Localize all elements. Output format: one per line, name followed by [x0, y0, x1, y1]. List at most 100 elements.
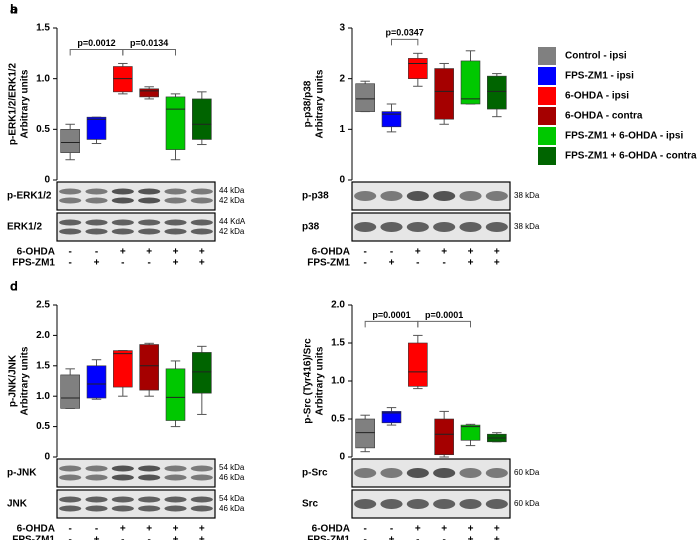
y-tick-label: 2.5 [36, 300, 50, 311]
condition-sign: + [120, 247, 126, 258]
blot-band [138, 465, 161, 472]
blot-band [138, 197, 161, 204]
blot-band [190, 188, 213, 195]
box [86, 116, 107, 140]
blot-band [433, 468, 456, 478]
significance-bracket [417, 320, 471, 328]
condition-sign: - [363, 258, 366, 269]
y-axis-label: Arbitrary units [315, 346, 326, 415]
blot-band [164, 496, 187, 503]
significance-bracket [391, 38, 419, 46]
y-tick-label: 0 [339, 452, 345, 463]
blot-band [138, 496, 161, 503]
blot-band [459, 499, 482, 509]
box [381, 411, 402, 424]
blot-band [190, 496, 213, 503]
condition-sign: + [146, 524, 152, 535]
legend-swatch [538, 107, 556, 125]
condition-sign: + [199, 247, 205, 258]
kda-label: 54 kDa [219, 494, 245, 503]
blot-band [111, 219, 134, 226]
y-tick-label: 1.0 [36, 73, 50, 84]
blot-band [406, 468, 429, 478]
blot-band [433, 499, 456, 509]
condition-sign: + [441, 247, 447, 258]
kda-label: 42 kDa [219, 227, 245, 236]
condition-label: 6-OHDA [312, 524, 350, 535]
condition-sign: + [468, 247, 474, 258]
blot-band [164, 197, 187, 204]
blot-label: p-ERK1/2 [7, 191, 52, 202]
blot-label: JNK [7, 499, 28, 510]
blot-band [111, 505, 134, 512]
condition-sign: + [468, 258, 474, 269]
y-tick-label: 1.0 [331, 376, 345, 387]
condition-sign: + [494, 258, 500, 269]
blot-band [111, 197, 134, 204]
kda-label: 46 kDa [219, 504, 245, 513]
box [408, 58, 428, 79]
kda-label: 60 kDa [514, 468, 540, 477]
condition-sign: - [95, 524, 98, 535]
condition-sign: - [363, 535, 366, 540]
condition-label: 6-OHDA [17, 247, 55, 258]
box [355, 83, 375, 112]
condition-sign: + [389, 258, 395, 269]
y-axis-label: p-p38/p38 [303, 80, 314, 127]
blot-band [85, 496, 108, 503]
condition-sign: - [416, 258, 419, 269]
condition-sign: + [146, 247, 152, 258]
condition-sign: - [68, 524, 71, 535]
blot-label: p-p38 [302, 191, 329, 202]
y-tick-label: 0 [339, 175, 345, 186]
y-axis-label: Arbitrary units [315, 69, 326, 138]
blot-band [111, 188, 134, 195]
box [460, 424, 481, 441]
blot-band [59, 474, 82, 481]
blot-band [59, 197, 82, 204]
condition-sign: + [94, 258, 100, 269]
y-tick-label: 2.0 [331, 300, 345, 311]
blot-band [190, 474, 213, 481]
condition-sign: - [363, 524, 366, 535]
blot-band [380, 191, 403, 201]
blot-band [111, 465, 134, 472]
condition-sign: - [390, 524, 393, 535]
blot-band [485, 191, 508, 201]
blot-band [190, 228, 213, 235]
y-axis-label: p-ERK1/2/ERK1/2 [8, 62, 19, 145]
blot-band [380, 499, 403, 509]
blot-band [111, 474, 134, 481]
blot [351, 212, 511, 242]
blot [56, 489, 216, 519]
blot-band [59, 496, 82, 503]
blot-band [354, 499, 377, 509]
box [113, 350, 133, 388]
box [434, 68, 454, 120]
y-tick-label: 0 [44, 452, 50, 463]
box [192, 352, 212, 394]
kda-label: 38 kDa [514, 222, 540, 231]
blot-label: Src [302, 499, 319, 510]
box [60, 374, 80, 409]
blot-band [111, 228, 134, 235]
panel-label: b [10, 1, 18, 16]
condition-sign: + [199, 535, 205, 540]
box [139, 88, 159, 98]
legend-label: Control - ipsi [565, 51, 627, 62]
condition-sign: - [68, 258, 71, 269]
condition-sign: + [441, 524, 447, 535]
p-value: p=0.0347 [386, 28, 424, 38]
box [434, 418, 454, 456]
box [113, 66, 133, 93]
blot-band [485, 468, 508, 478]
condition-sign: + [173, 535, 179, 540]
panel-label: a [10, 1, 18, 16]
condition-label: FPS-ZM1 [307, 258, 350, 269]
condition-sign: - [442, 258, 445, 269]
legend-swatch [538, 67, 556, 85]
y-tick-label: 0.5 [36, 421, 50, 432]
legend-swatch [538, 47, 556, 65]
condition-sign: - [147, 535, 150, 540]
y-tick-label: 0.5 [36, 124, 50, 135]
